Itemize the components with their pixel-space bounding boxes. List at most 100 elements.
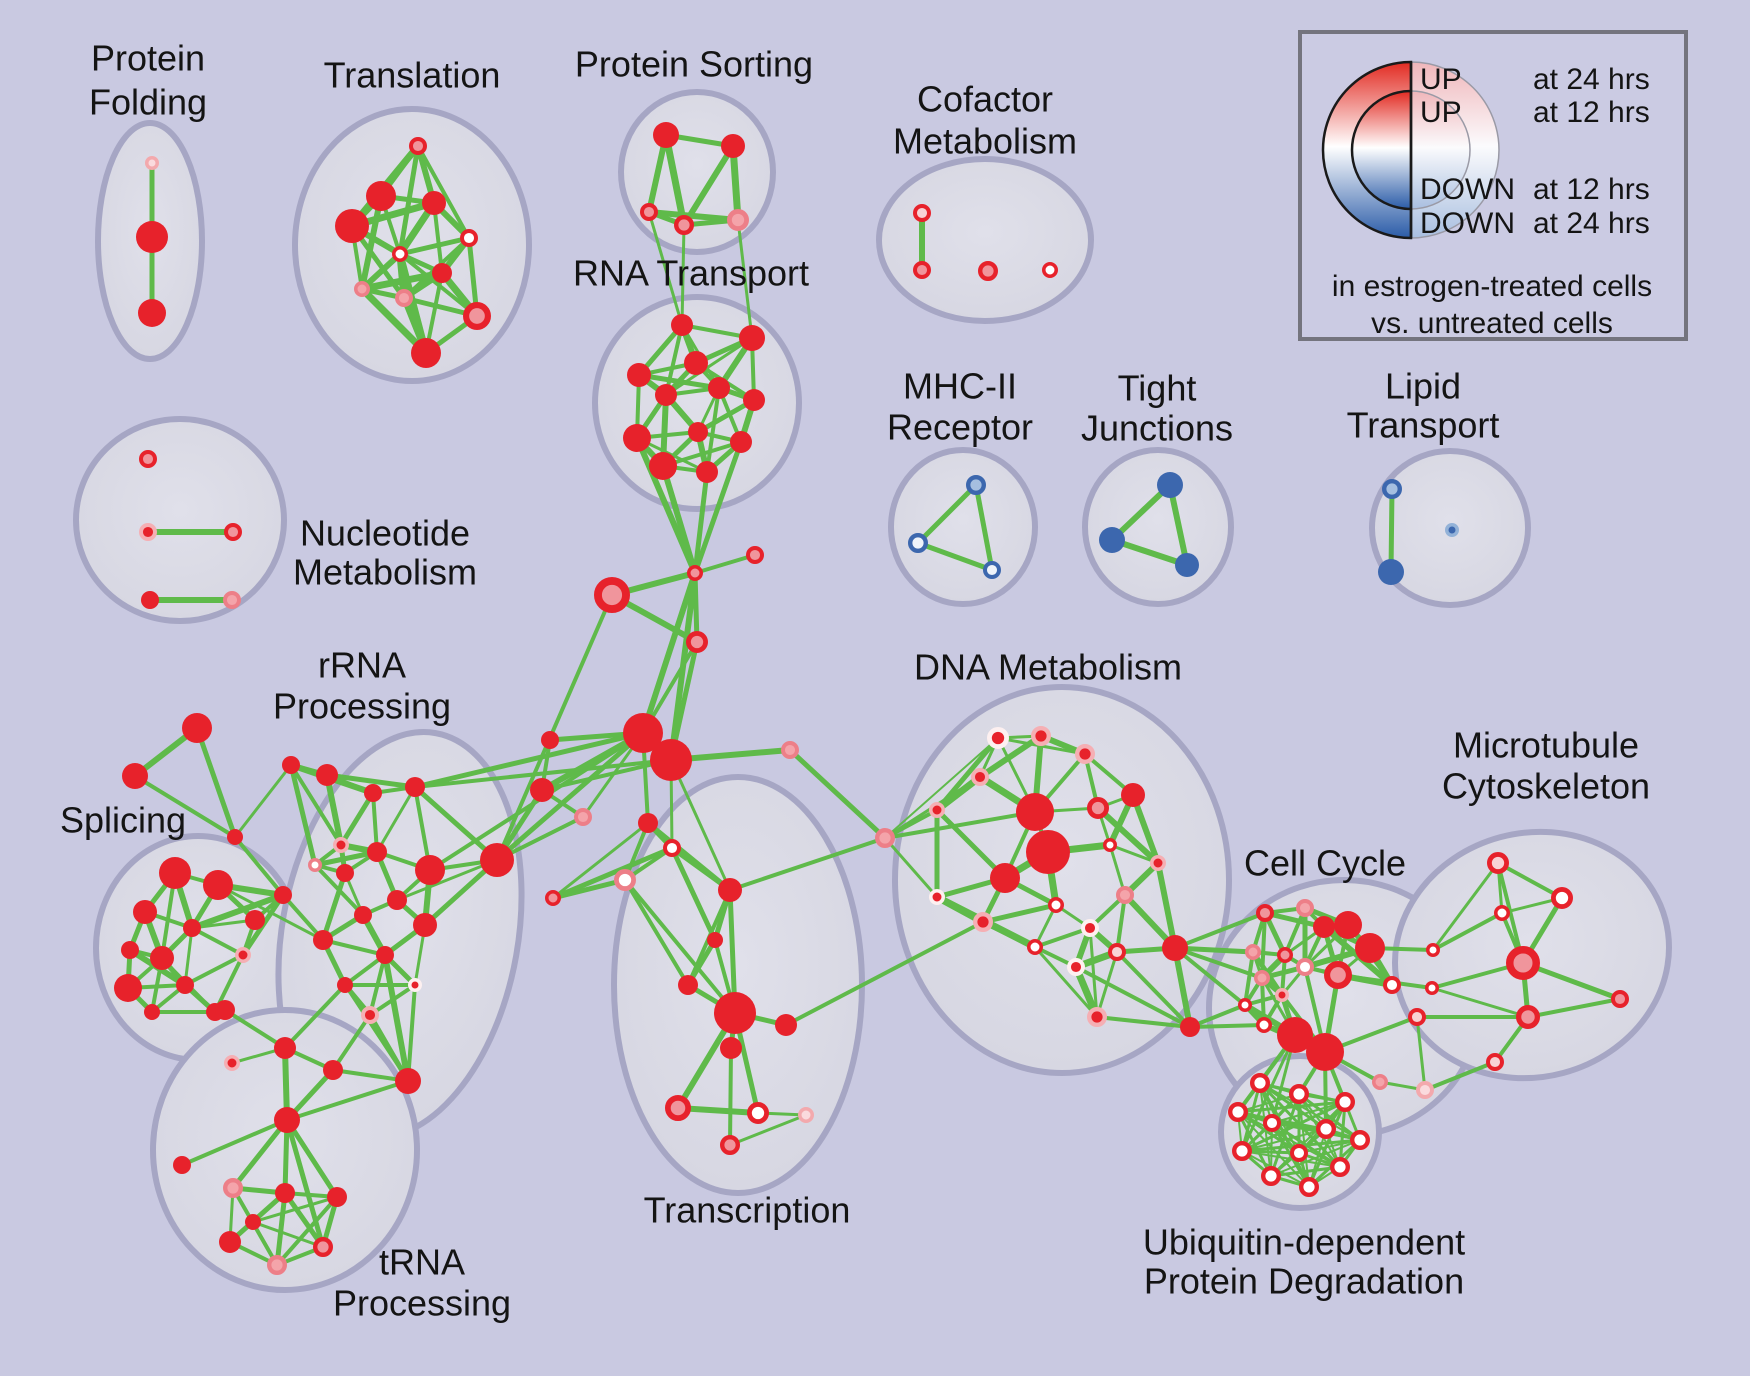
edge [934,807,1008,881]
node-rr10 [413,913,437,937]
edge [1237,1093,1300,1113]
node-rt5 [655,384,677,406]
node-cc5 [1245,944,1262,961]
edge [412,784,500,863]
node-tj0 [1157,472,1183,498]
node-fr12 [875,828,896,849]
edge [1033,926,1092,949]
edge [289,763,343,847]
edge [784,920,985,1027]
node-cf2 [978,261,999,282]
legend-row4-direction: DOWN [1420,207,1515,240]
node-rr11 [313,930,333,950]
node-sp11 [245,910,265,930]
node-tx11 [798,1107,815,1124]
edge [343,983,410,1083]
node-lp0 [1381,479,1402,500]
edge [223,1008,287,1050]
node-tx12 [720,1134,741,1155]
edge [1415,1015,1427,1092]
node-rt3 [684,351,708,375]
legend-row4-time: at 24 hrs [1533,207,1650,240]
node-dn15 [1048,897,1065,914]
edge [1109,482,1173,543]
edge [693,553,757,575]
node-nm2 [223,522,242,541]
node-tl8 [395,289,414,308]
node-rt7 [623,424,651,452]
edge [729,142,742,224]
node-mt1 [1551,886,1574,909]
edge [1431,861,1500,952]
node-dn17 [1027,939,1044,956]
node-tx3 [545,890,562,907]
node-rr1 [364,784,382,802]
node-ps1 [721,134,745,158]
edge [288,762,318,868]
edge [331,1013,372,1072]
edge [183,926,194,987]
edge [321,938,387,957]
node-tl10 [411,338,441,368]
edge [980,902,1059,925]
node-cc7 [1295,957,1314,976]
node-sp10 [234,947,251,964]
node-fr11 [573,807,592,826]
node-cc10 [1238,998,1252,1012]
edge [1130,792,1161,866]
node-mt2 [1494,905,1511,922]
edge [1108,843,1160,865]
edge [284,1117,326,1250]
node-cc2 [1313,916,1335,938]
cluster-label-pf-line2: Folding [89,82,207,123]
node-ub7 [1231,1140,1252,1161]
node-tl1 [366,181,396,211]
node-tj2 [1175,553,1199,577]
edge [324,772,344,848]
node-pf0 [145,156,159,170]
node-dn10 [1103,838,1117,852]
node-mt5 [1516,1005,1541,1030]
node-tn3 [323,1060,343,1080]
node-rr4 [308,858,322,872]
edge [1173,946,1264,980]
node-cf0 [912,203,931,222]
node-dn21 [1162,935,1188,961]
node-tl2 [422,191,446,215]
cluster-label-cc: Cell Cycle [1244,843,1406,884]
node-sp7 [176,976,194,994]
legend-row2-time: at 12 hrs [1533,96,1650,129]
node-dn19 [1107,942,1126,961]
legend-row1-direction: UP [1420,63,1462,96]
legend-row1-time: at 24 hrs [1533,63,1650,96]
cluster-label-tn-line1: tRNA [379,1242,465,1283]
edge [275,1195,339,1267]
cluster-ellipse-tj [1082,447,1234,607]
edge [1095,805,1161,866]
node-rr18 [282,756,300,774]
node-cc3 [1334,911,1362,939]
edge [669,758,732,892]
node-ub3 [1227,1101,1248,1122]
node-dn7 [1016,793,1054,831]
node-tn12 [245,1214,261,1230]
cluster-label-rr-line2: Processing [273,686,451,727]
node-dn14 [973,912,994,933]
edge [1115,950,1192,1029]
node-cf1 [912,261,931,280]
node-dn13 [929,889,946,906]
node-mh2 [982,560,1001,579]
node-ub5 [1315,1118,1336,1139]
node-tn7 [275,1183,295,1203]
node-tx13 [707,932,723,948]
node-fr5 [745,545,764,564]
node-dn0 [986,726,1009,749]
edge [662,131,688,229]
cluster-label-lp-line1: Lipid [1385,366,1461,407]
edge [660,463,698,576]
edge [382,952,411,1084]
node-tx9 [664,1094,691,1121]
edge [728,1046,733,1147]
